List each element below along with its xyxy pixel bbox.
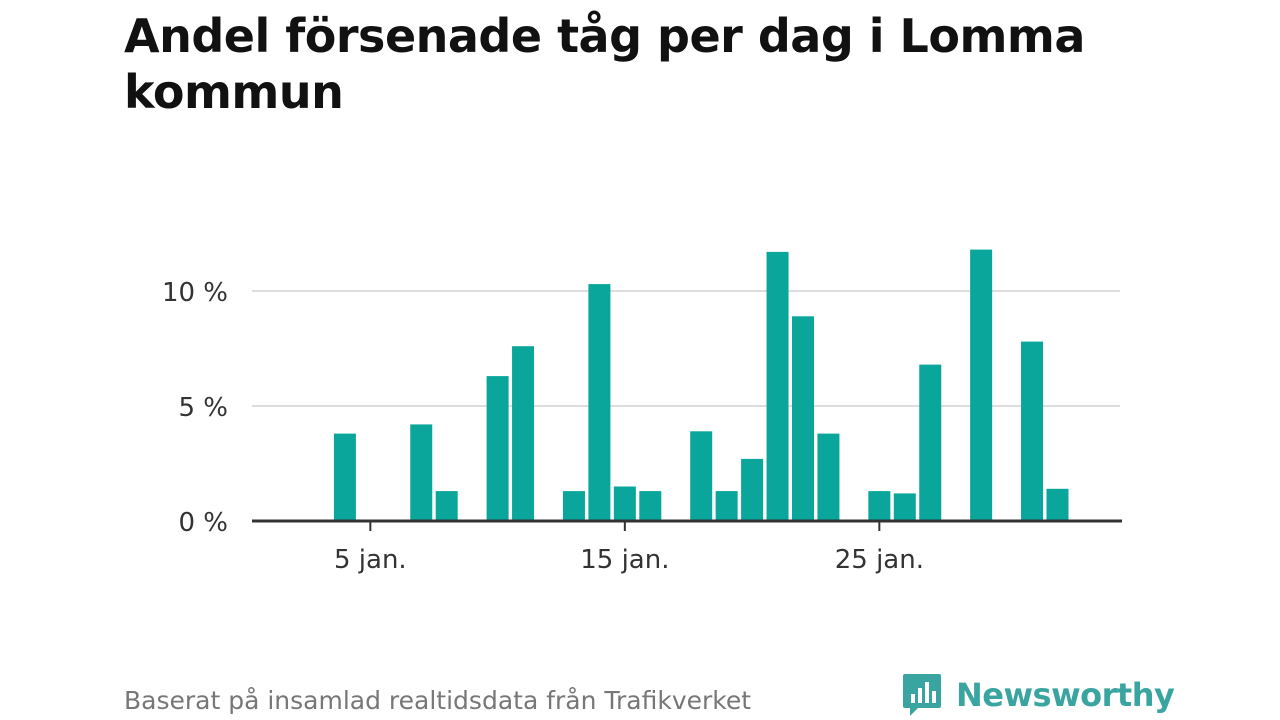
bar — [1021, 341, 1044, 521]
chart-title: Andel försenade tåg per dag i Lomma komm… — [124, 9, 1085, 119]
bar — [868, 491, 891, 521]
y-tick-label: 10 % — [162, 278, 228, 308]
bar — [919, 364, 942, 521]
bar — [741, 458, 764, 521]
bar — [893, 493, 916, 521]
source-note: Baserat på insamlad realtidsdata från Tr… — [124, 686, 752, 715]
bar — [970, 249, 993, 521]
y-tick-label: 5 % — [178, 393, 228, 423]
bar — [435, 491, 458, 521]
bar — [613, 486, 636, 521]
bar — [333, 433, 356, 521]
bar-chart: 0 % 5 % 10 % 5 jan. 15 jan. 25 jan. — [162, 249, 1122, 575]
newsworthy-logo: Newsworthy — [902, 670, 1175, 720]
newsworthy-logo-icon — [903, 674, 941, 716]
bar — [486, 376, 509, 521]
x-tick-label: 5 jan. — [334, 545, 407, 575]
bar — [410, 424, 433, 521]
brand-name: Newsworthy — [956, 676, 1175, 714]
bar — [715, 491, 738, 521]
bar — [690, 431, 713, 521]
bar — [766, 251, 789, 521]
bar — [1046, 488, 1069, 521]
bar — [791, 316, 814, 521]
bar — [562, 491, 585, 521]
bar — [817, 433, 840, 521]
bar — [512, 346, 535, 521]
bar — [639, 491, 662, 521]
x-tick-label: 25 jan. — [835, 545, 924, 575]
bar — [588, 284, 611, 521]
y-tick-label: 0 % — [178, 508, 228, 538]
x-tick-label: 15 jan. — [580, 545, 669, 575]
